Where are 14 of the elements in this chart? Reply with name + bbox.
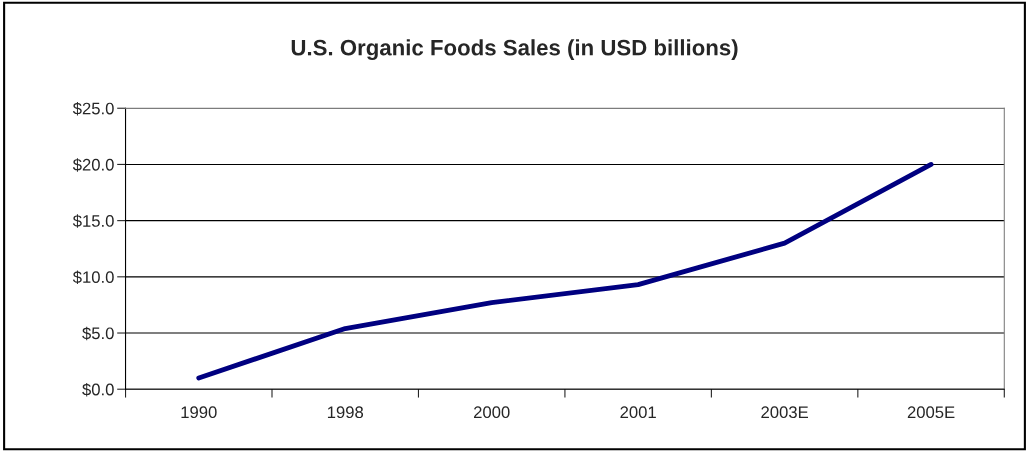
y-tick-label: $0.0 xyxy=(82,382,114,397)
y-tick-label: $5.0 xyxy=(82,326,114,341)
x-tick-label: 1998 xyxy=(327,406,364,419)
y-tick-label: $10.0 xyxy=(72,270,114,285)
y-tick-label: $25.0 xyxy=(72,101,114,116)
line-series xyxy=(196,162,934,381)
y-tick-label: $20.0 xyxy=(72,158,114,172)
x-tick-label: 2001 xyxy=(620,406,656,419)
x-tick-label: 2000 xyxy=(473,406,510,419)
x-tick-label: 1990 xyxy=(181,406,217,419)
chart-title: U.S. Organic Foods Sales (in USD billions) xyxy=(291,39,738,61)
x-tick-label: 2003E xyxy=(761,406,808,419)
y-tick-label: $15.0 xyxy=(72,214,114,228)
x-tick-label: 2005E xyxy=(907,406,955,419)
